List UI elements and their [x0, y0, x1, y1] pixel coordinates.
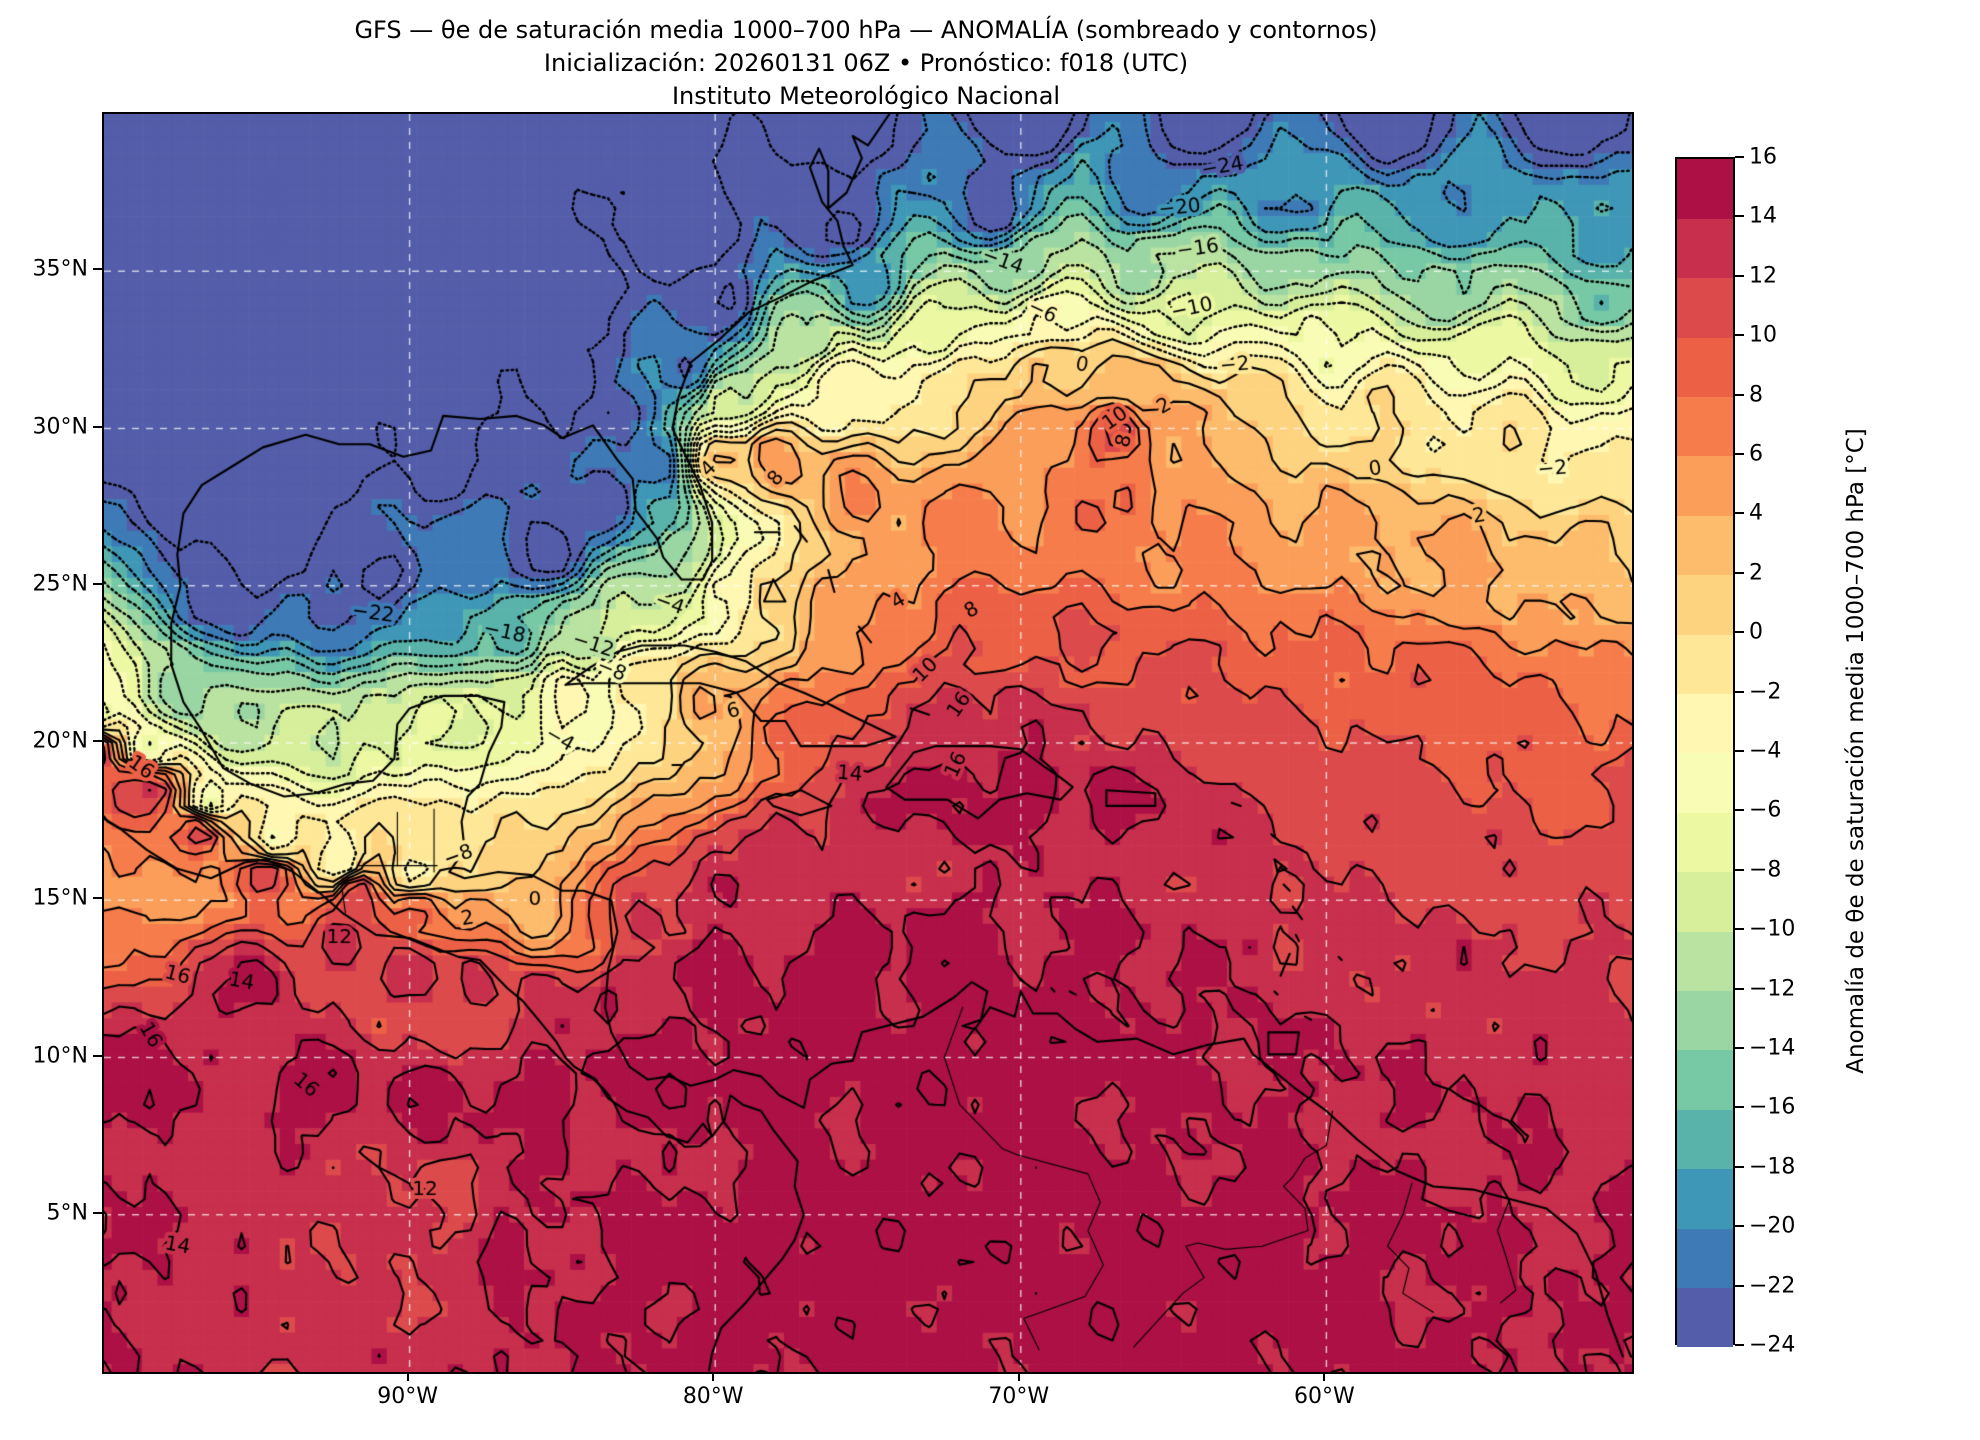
colorbar-segment [1677, 812, 1733, 873]
colorbar-segment [1677, 337, 1733, 398]
colorbar-tick-label: 14 [1749, 203, 1777, 229]
colorbar-tick-mark [1735, 571, 1744, 574]
y-tick-mark [93, 268, 102, 271]
figure-header: GFS — θe de saturación media 1000–700 hP… [102, 14, 1630, 113]
colorbar-segment [1677, 456, 1733, 516]
x-tick-mark [1017, 1372, 1020, 1381]
y-tick-label: 15°N [32, 885, 88, 911]
colorbar-segment [1677, 931, 1733, 992]
colorbar-tick-label: 16 [1749, 144, 1777, 170]
colorbar-segment [1677, 159, 1733, 219]
y-tick-mark [93, 897, 102, 900]
y-tick-label: 10°N [32, 1043, 88, 1068]
colorbar-segment [1677, 396, 1733, 457]
colorbar-segment [1677, 1050, 1733, 1110]
colorbar-tick-label: −22 [1749, 1273, 1796, 1299]
colorbar-tick-mark [1735, 1106, 1744, 1109]
map-plot-area [102, 112, 1634, 1374]
colorbar-tick-label: −24 [1749, 1332, 1796, 1358]
colorbar-tick-mark [1735, 1284, 1744, 1287]
colorbar-tick-label: −18 [1749, 1154, 1796, 1180]
colorbar-segment [1677, 1109, 1733, 1170]
colorbar-segment [1677, 1287, 1733, 1348]
colorbar-tick-label: −4 [1749, 738, 1782, 764]
x-tick-label: 70°W [988, 1384, 1050, 1409]
y-tick-label: 30°N [32, 414, 88, 439]
colorbar-tick-label: 12 [1749, 263, 1777, 289]
colorbar-segment [1677, 634, 1733, 695]
colorbar-segment [1677, 753, 1733, 813]
x-tick-label: 90°W [377, 1384, 438, 1409]
colorbar-tick-mark [1735, 690, 1744, 693]
colorbar-tick-mark [1735, 215, 1744, 218]
colorbar-segment [1677, 515, 1733, 576]
colorbar-tick-label: −10 [1749, 916, 1796, 942]
y-tick-mark [93, 740, 102, 742]
x-tick-label: 60°W [1294, 1384, 1355, 1409]
colorbar-tick-mark [1735, 1225, 1744, 1228]
y-tick-mark [93, 425, 102, 428]
y-tick-mark [93, 582, 102, 585]
colorbar-segment [1677, 1168, 1733, 1229]
colorbar-label: Anomalía de θe de saturación media 1000–… [1843, 428, 1869, 1074]
title-line-1: GFS — θe de saturación media 1000–700 hP… [354, 16, 1378, 44]
colorbar-tick-mark [1735, 393, 1744, 396]
colorbar-tick-label: 10 [1749, 322, 1777, 348]
colorbar [1675, 157, 1735, 1348]
colorbar-tick-mark [1735, 512, 1744, 515]
colorbar-segment [1677, 990, 1733, 1051]
colorbar-segment [1677, 277, 1733, 338]
colorbar-segment [1677, 871, 1733, 932]
x-tick-mark [406, 1372, 409, 1381]
colorbar-tick-mark [1735, 1165, 1744, 1168]
colorbar-tick-label: −6 [1749, 797, 1782, 823]
y-tick-mark [93, 1054, 102, 1057]
colorbar-tick-mark [1735, 928, 1744, 931]
y-tick-mark [93, 1211, 102, 1214]
y-tick-label: 25°N [32, 571, 88, 597]
colorbar-segment [1677, 574, 1733, 635]
colorbar-tick-mark [1735, 809, 1744, 812]
colorbar-tick-mark [1735, 453, 1744, 455]
x-tick-mark [712, 1372, 715, 1381]
colorbar-tick-mark [1735, 1047, 1744, 1049]
title-line-2: Inicialización: 20260131 06Z • Pronóstic… [543, 49, 1189, 77]
colorbar-tick-label: −20 [1749, 1213, 1796, 1239]
colorbar-tick-label: −14 [1749, 1035, 1796, 1061]
colorbar-tick-label: 8 [1749, 382, 1763, 408]
colorbar-tick-mark [1735, 868, 1744, 871]
colorbar-tick-label: −12 [1749, 976, 1796, 1002]
colorbar-tick-label: 4 [1749, 500, 1763, 526]
contour-map-canvas [104, 114, 1632, 1372]
x-tick-mark [1323, 1372, 1326, 1381]
y-tick-label: 35°N [32, 256, 88, 282]
colorbar-tick-label: −2 [1749, 679, 1782, 705]
colorbar-segment [1677, 693, 1733, 754]
colorbar-tick-label: 0 [1749, 619, 1763, 645]
colorbar-tick-mark [1735, 987, 1744, 990]
colorbar-tick-mark [1735, 156, 1744, 158]
colorbar-tick-label: 6 [1749, 441, 1763, 467]
colorbar-tick-label: 2 [1749, 560, 1763, 586]
colorbar-segment [1677, 1228, 1733, 1289]
y-tick-label: 20°N [32, 728, 88, 754]
colorbar-tick-mark [1735, 750, 1744, 752]
colorbar-tick-mark [1735, 631, 1744, 634]
colorbar-tick-mark [1735, 274, 1744, 277]
colorbar-tick-label: −8 [1749, 857, 1782, 883]
colorbar-tick-mark [1735, 334, 1744, 337]
colorbar-tick-label: −16 [1749, 1094, 1796, 1120]
colorbar-tick-mark [1735, 1344, 1744, 1346]
y-tick-label: 5°N [46, 1200, 88, 1226]
colorbar-segment [1677, 218, 1733, 279]
title-line-3: Instituto Meteorológico Nacional [671, 82, 1061, 110]
x-tick-label: 80°W [682, 1384, 744, 1409]
